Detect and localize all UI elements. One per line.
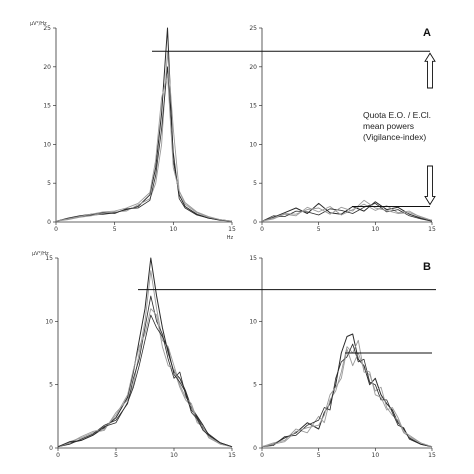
annotation-line-2: mean powers bbox=[363, 121, 414, 131]
series-line bbox=[55, 74, 233, 222]
cross-reference-lines bbox=[138, 50, 436, 354]
x-tick-label: 10 bbox=[372, 226, 380, 233]
x-tick-label: 0 bbox=[260, 452, 264, 459]
x-tick-label: 15 bbox=[428, 452, 436, 459]
series-line bbox=[261, 199, 433, 222]
x-tick-label: 5 bbox=[113, 226, 117, 233]
x-tick-label: 5 bbox=[114, 452, 118, 459]
series-line bbox=[261, 339, 433, 448]
x-tick-label: 0 bbox=[56, 452, 60, 459]
y-tick-label: 0 bbox=[47, 219, 51, 226]
y-tick-label: 5 bbox=[253, 180, 257, 187]
panel-label: B bbox=[423, 261, 431, 273]
y-tick-label: 0 bbox=[253, 445, 257, 452]
y-tick-label: 15 bbox=[249, 103, 257, 110]
annotation-line-3: (Vigilance-index) bbox=[363, 132, 426, 142]
y-tick-label: 10 bbox=[45, 318, 53, 325]
arrow-up bbox=[424, 52, 436, 89]
panel-A-left: 0 5 10 15 20 25 0 5 10 15 µV²/Hz Hz A bbox=[30, 21, 431, 241]
x-axis-label: Hz bbox=[227, 235, 234, 241]
series-line bbox=[55, 27, 233, 222]
y-tick-label: 25 bbox=[43, 25, 51, 32]
panel-A-right: 0 5 10 15 20 25 0 5 10 15 bbox=[249, 25, 436, 233]
y-tick-label: 20 bbox=[249, 64, 257, 71]
x-tick-label: 10 bbox=[170, 226, 178, 233]
y-tick-label: 0 bbox=[253, 219, 257, 226]
vigilance-annotation: Quota E.O. / E.Cl. mean powers (Vigilanc… bbox=[363, 110, 431, 142]
series-line bbox=[55, 50, 233, 222]
annotation-line-1: Quota E.O. / E.Cl. bbox=[363, 110, 431, 120]
x-tick-label: 15 bbox=[228, 452, 236, 459]
y-tick-label: 5 bbox=[253, 382, 257, 389]
y-tick-label: 0 bbox=[49, 445, 53, 452]
arrow-down bbox=[424, 165, 436, 206]
series-line bbox=[261, 201, 433, 222]
y-tick-label: 20 bbox=[43, 64, 51, 71]
arrows-layer bbox=[424, 52, 436, 206]
x-tick-label: 10 bbox=[372, 452, 380, 459]
y-tick-label: 10 bbox=[249, 318, 257, 325]
x-tick-label: 5 bbox=[317, 452, 321, 459]
y-tick-label: 5 bbox=[47, 180, 51, 187]
y-axis-label: µV²/Hz bbox=[32, 251, 49, 257]
y-tick-label: 15 bbox=[249, 255, 257, 262]
y-tick-label: 5 bbox=[49, 382, 53, 389]
x-tick-label: 5 bbox=[317, 226, 321, 233]
x-tick-label: 15 bbox=[228, 226, 236, 233]
x-tick-label: 0 bbox=[54, 226, 58, 233]
y-tick-label: 10 bbox=[249, 141, 257, 148]
y-tick-label: 15 bbox=[43, 103, 51, 110]
series-line bbox=[261, 348, 433, 448]
series-line bbox=[57, 295, 233, 448]
y-tick-label: 10 bbox=[43, 141, 51, 148]
y-axis-label: µV²/Hz bbox=[30, 21, 47, 27]
y-tick-label: 15 bbox=[45, 255, 53, 262]
series-line bbox=[57, 314, 233, 448]
panel-label: A bbox=[423, 27, 431, 39]
x-tick-label: 10 bbox=[170, 452, 178, 459]
x-tick-label: 15 bbox=[428, 226, 436, 233]
y-tick-label: 25 bbox=[249, 25, 257, 32]
x-tick-label: 0 bbox=[260, 226, 264, 233]
